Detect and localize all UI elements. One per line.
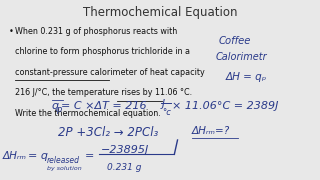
Text: J: J xyxy=(162,99,164,109)
Text: ΔHᵣₘ: ΔHᵣₘ xyxy=(2,151,26,161)
Text: = q: = q xyxy=(28,151,48,161)
Text: chlorine to form phosphorus trichloride in a: chlorine to form phosphorus trichloride … xyxy=(15,47,190,56)
Text: × 11.06°C = 2389J: × 11.06°C = 2389J xyxy=(172,101,278,111)
Text: •: • xyxy=(9,27,13,36)
Text: Coffee: Coffee xyxy=(219,36,251,46)
Text: °c: °c xyxy=(163,108,172,117)
Text: released: released xyxy=(47,156,80,165)
Text: q: q xyxy=(52,101,59,111)
Text: =: = xyxy=(85,151,94,161)
Text: 216 J/°C, the temperature rises by 11.06 °C.: 216 J/°C, the temperature rises by 11.06… xyxy=(15,88,192,97)
Text: constant-pressure calorimeter of heat capacity: constant-pressure calorimeter of heat ca… xyxy=(15,68,205,77)
Text: ΔHᵣₘ=?: ΔHᵣₘ=? xyxy=(192,126,230,136)
Text: 0.231 g: 0.231 g xyxy=(108,163,142,172)
Text: −23895J: −23895J xyxy=(101,145,149,155)
Text: p: p xyxy=(56,105,62,114)
Text: by solution: by solution xyxy=(47,166,82,171)
Text: 2P +3Cl₂ → 2PCl₃: 2P +3Cl₂ → 2PCl₃ xyxy=(58,126,158,139)
Text: When 0.231 g of phosphorus reacts with: When 0.231 g of phosphorus reacts with xyxy=(15,27,177,36)
Text: Write the thermochemical equation.: Write the thermochemical equation. xyxy=(15,109,161,118)
Text: ΔH = qₚ: ΔH = qₚ xyxy=(225,72,267,82)
Text: Calorimetr: Calorimetr xyxy=(216,53,268,62)
Text: Thermochemical Equation: Thermochemical Equation xyxy=(83,6,237,19)
Text: = C ×ΔT = 216: = C ×ΔT = 216 xyxy=(61,101,147,111)
